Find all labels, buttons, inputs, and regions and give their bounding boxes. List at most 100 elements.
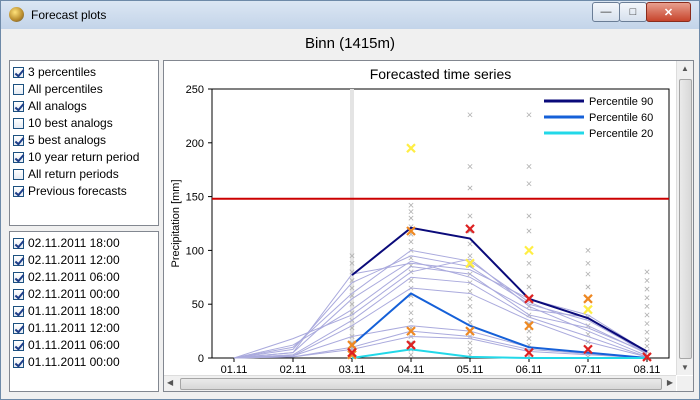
analog-marker [526,284,532,290]
analog-marker-stroke [408,215,414,221]
x-tick-label: 04.11 [398,364,425,375]
scroll-left-icon[interactable]: ◀ [167,378,174,387]
window-title: Forecast plots [31,8,107,22]
option-checkbox[interactable] [13,117,24,129]
best-analog-marker [524,320,534,331]
forecast-date-checkbox[interactable] [13,322,24,334]
previous-forecast-line [233,258,648,359]
forecast-date-checkbox[interactable] [13,288,24,300]
forecast-date-checkbox[interactable] [13,305,24,317]
analog-marker-stroke [408,352,414,358]
option-row[interactable]: 3 percentiles [13,64,96,80]
analog-marker-stroke [349,253,355,259]
forecast-date-row[interactable]: 01.11.2011 06:00 [13,337,120,353]
analog-marker [585,247,591,253]
forecast-date-label: 02.11.2011 12:00 [28,253,120,267]
forecast-date-row[interactable]: 02.11.2011 12:00 [13,252,120,268]
scrollbar-corner [677,376,693,391]
analog-marker [644,312,650,318]
vertical-scrollbar[interactable]: ▲ ▼ [676,61,693,375]
analog-marker-stroke [526,284,532,290]
option-row[interactable]: 10 year return period [13,149,139,165]
forecast-date-checkbox[interactable] [13,339,24,351]
analog-marker-stroke [408,239,414,245]
current-date-band [350,89,354,358]
horizontal-scrollbar[interactable]: ◀ ▶ [164,375,676,391]
forecast-date-row[interactable]: 02.11.2011 18:00 [13,235,120,251]
forecast-date-row[interactable]: 01.11.2011 18:00 [13,303,120,319]
option-checkbox[interactable] [13,100,24,112]
analog-marker [526,260,532,266]
option-row[interactable]: 10 best analogs [13,115,113,131]
analog-marker [408,278,414,284]
percentile-line-0 [351,226,648,353]
best-analog-marker [524,245,534,256]
best-analog-marker [347,340,357,350]
forecast-date-label: 01.11.2011 12:00 [28,321,120,335]
option-checkbox[interactable] [13,185,24,197]
forecast-date-checkbox[interactable] [13,254,24,266]
option-label: All percentiles [28,82,103,96]
option-checkbox[interactable] [13,151,24,163]
option-checkbox[interactable] [13,168,24,180]
analog-marker [644,286,650,292]
forecast-date-checkbox[interactable] [13,237,24,249]
analog-marker-stroke [408,301,414,307]
forecast-date-checkbox[interactable] [13,356,24,368]
analog-marker-stroke [467,253,473,259]
analog-marker-stroke [349,260,355,266]
option-label: 3 percentiles [28,65,97,79]
legend-label: Percentile 90 [589,96,653,108]
scroll-down-icon[interactable]: ▼ [681,363,689,372]
display-options-panel: 3 percentiles All percentiles All analogs 1… [9,60,159,226]
best-analog-marker [406,143,416,153]
maximize-button[interactable]: □ [619,2,647,22]
best-analog-marker [347,347,357,358]
analog-marker [349,285,355,291]
horizontal-scroll-thumb[interactable] [180,378,662,390]
option-row[interactable]: All return periods [13,166,119,182]
best-analog-marker-stroke [406,340,416,350]
forecast-date-row[interactable]: 02.11.2011 00:00 [13,286,120,302]
minimize-button[interactable]: — [592,2,620,22]
option-checkbox[interactable] [13,83,24,95]
forecast-date-checkbox[interactable] [13,271,24,283]
scroll-up-icon[interactable]: ▲ [681,64,689,73]
analog-marker [467,303,473,309]
option-row[interactable]: 5 best analogs [13,132,106,148]
forecast-date-row[interactable]: 02.11.2011 06:00 [13,269,120,285]
forecast-date-row[interactable]: 01.11.2011 00:00 [13,354,120,370]
analog-marker [467,288,473,294]
title-bar[interactable]: Forecast plots — □ ✕ [1,1,699,29]
option-checkbox[interactable] [13,66,24,78]
best-analog-marker-stroke [465,258,475,269]
analog-marker [408,215,414,221]
forecast-date-row[interactable]: 01.11.2011 12:00 [13,320,120,336]
scroll-right-icon[interactable]: ▶ [666,378,673,387]
best-analog-marker-stroke [347,340,357,350]
y-tick-label: 200 [186,138,204,150]
analog-marker [467,253,473,259]
analog-marker-stroke [526,213,532,219]
analog-marker-stroke [467,213,473,219]
analog-marker [467,241,473,247]
best-analog-marker [406,340,416,350]
analog-marker [644,321,650,327]
analog-marker [585,260,591,266]
option-checkbox[interactable] [13,134,24,146]
analog-marker-stroke [526,260,532,266]
option-label: 10 year return period [28,150,140,164]
analog-marker-stroke [526,273,532,279]
close-button[interactable]: ✕ [646,2,691,22]
analog-marker [526,213,532,219]
analog-marker-stroke [408,202,414,208]
analog-marker [467,346,473,352]
option-row[interactable]: All analogs [13,98,87,114]
option-row[interactable]: All percentiles [13,81,103,97]
legend-label: Percentile 60 [589,112,653,124]
option-row[interactable]: Previous forecasts [13,183,127,199]
vertical-scroll-thumb[interactable] [679,79,692,359]
x-tick-label: 06.11 [516,364,543,375]
legend-label: Percentile 20 [589,128,653,140]
forecast-date-label: 01.11.2011 18:00 [28,304,120,318]
